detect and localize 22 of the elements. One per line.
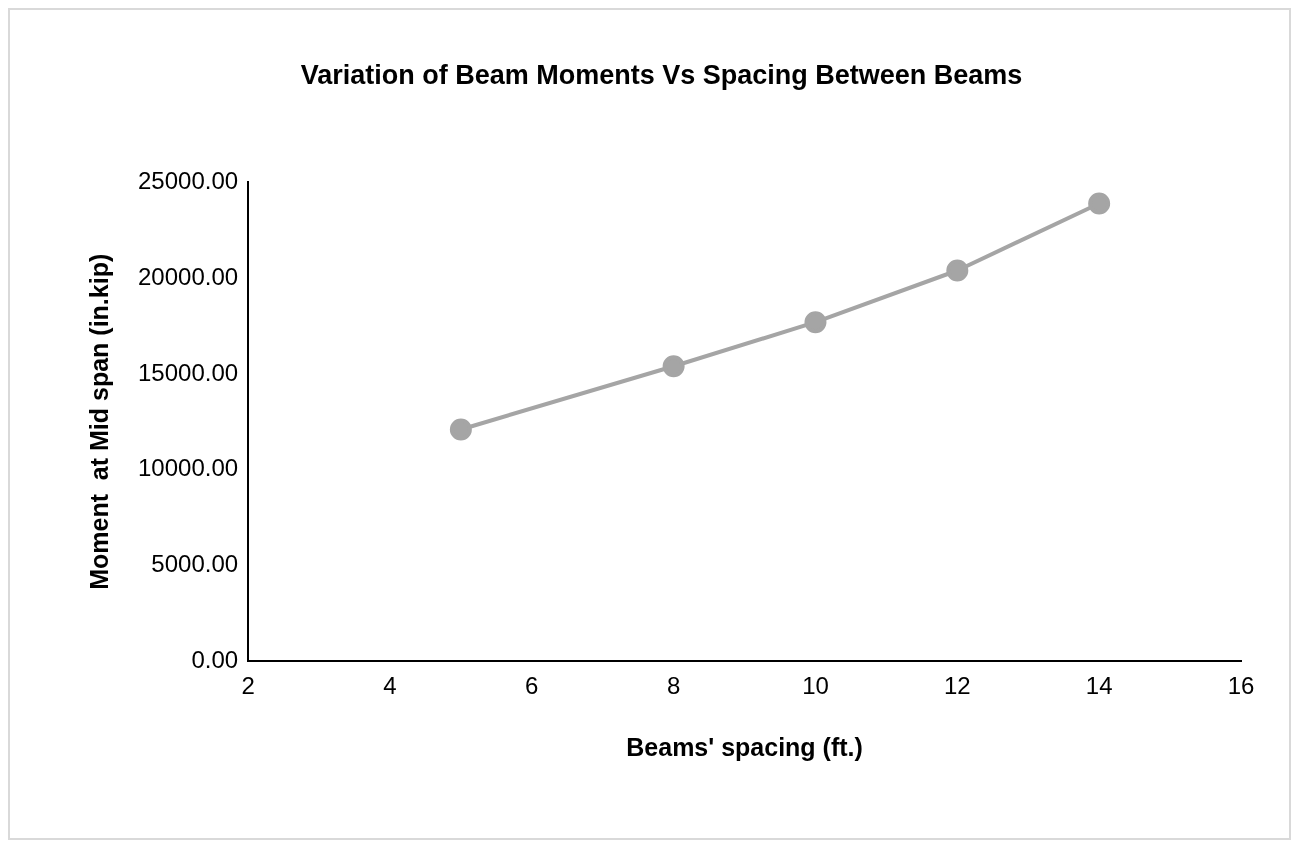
point <box>946 259 969 282</box>
x-axis-title: Beams' spacing (ft.) <box>626 732 863 761</box>
point <box>449 418 472 441</box>
y-tick-label: 0.00 <box>191 645 239 673</box>
y-tick-label: 5000.00 <box>151 550 239 578</box>
point <box>1088 192 1111 215</box>
x-tick-label: 10 <box>802 672 829 700</box>
x-tick-label: 8 <box>666 672 681 700</box>
x-tick-label: 4 <box>383 672 397 700</box>
x-tick-label: 6 <box>525 672 539 700</box>
y-axis-title: Moment at Mid span (in.kip) <box>84 253 113 590</box>
x-tick-label: 16 <box>1227 672 1255 700</box>
y-tick-label: 15000.00 <box>137 358 239 386</box>
chart-title: Variation of Beam Moments Vs Spacing Between Beams <box>300 59 1023 90</box>
x-tick-label: 14 <box>1085 672 1113 700</box>
point <box>804 311 827 334</box>
y-tick-label: 10000.00 <box>137 454 239 482</box>
x-tick-label: 2 <box>241 672 255 700</box>
x-tick-label: 12 <box>943 672 971 700</box>
point <box>662 355 685 378</box>
y-tick-label: 25000.00 <box>137 167 239 195</box>
y-tick-label: 20000.00 <box>137 262 239 290</box>
